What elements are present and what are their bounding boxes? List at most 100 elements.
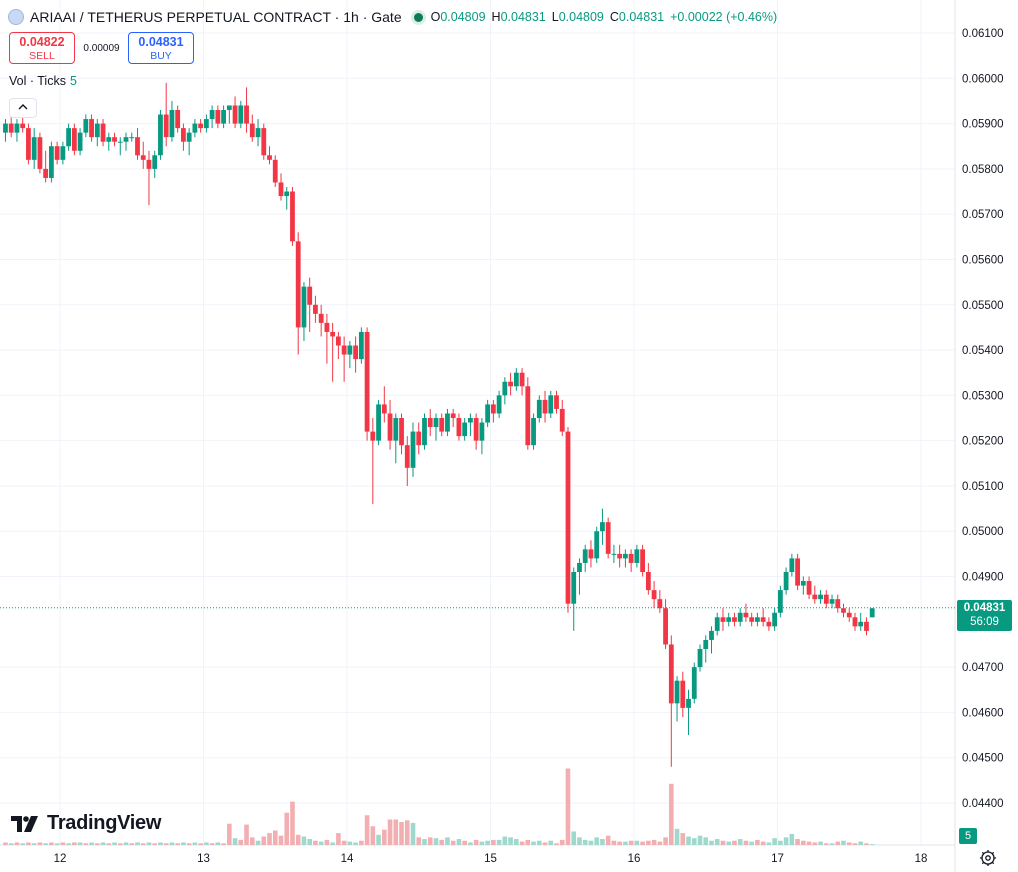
volume-bar <box>628 840 634 845</box>
volume-bar <box>565 768 571 845</box>
candle-body <box>749 617 755 622</box>
volume-bar <box>559 839 565 845</box>
candle-body <box>146 159 152 169</box>
candle-body <box>14 123 20 133</box>
candle-body <box>112 137 117 142</box>
candle-body <box>468 418 473 423</box>
volume-bar <box>697 835 703 845</box>
volume-bar <box>519 841 525 845</box>
volume-bar <box>376 834 381 845</box>
candle-body <box>485 404 491 423</box>
candle-body <box>783 572 789 591</box>
candle-body <box>117 141 123 143</box>
volume-bar <box>686 836 691 845</box>
volume-bar <box>732 840 737 845</box>
candle-body <box>582 549 588 563</box>
candle-body <box>513 372 519 387</box>
candle-body <box>152 155 158 169</box>
volume-bar <box>261 836 267 845</box>
candle-body <box>789 558 795 572</box>
volume-bar <box>330 842 335 845</box>
volume-bar <box>468 842 473 845</box>
volume-bar <box>307 839 312 845</box>
candle-body <box>129 137 135 139</box>
candle-body <box>691 667 697 699</box>
candle-body <box>399 418 404 446</box>
candle-body <box>732 617 737 622</box>
candle-body <box>450 413 456 418</box>
y-tick-label: 0.06000 <box>962 73 1004 85</box>
y-tick-label: 0.04500 <box>962 753 1004 765</box>
candle-body <box>663 608 668 645</box>
volume-bar <box>743 840 749 845</box>
volume-bar <box>829 843 835 845</box>
volume-bar <box>117 843 123 845</box>
candle-body <box>255 128 261 138</box>
candle-body <box>3 123 8 133</box>
candle-body <box>221 110 226 124</box>
volume-bar <box>445 837 450 845</box>
gear-icon[interactable] <box>978 848 998 868</box>
candle-body <box>709 630 714 640</box>
candle-body <box>559 408 565 432</box>
volume-bar <box>651 839 657 845</box>
volume-bar <box>3 842 8 845</box>
tradingview-logo[interactable]: TradingView <box>11 812 161 835</box>
volume-bar <box>83 843 89 845</box>
chart-header: ARIAAI / TETHERUS PERPETUAL CONTRACT · 1… <box>8 6 777 28</box>
candle-body <box>26 128 31 160</box>
candle-body <box>605 522 611 554</box>
candle-body <box>812 594 818 600</box>
x-tick-label: 13 <box>197 853 210 865</box>
x-tick-label: 18 <box>915 853 928 865</box>
volume-bar <box>577 837 582 845</box>
volume-bar <box>129 843 135 845</box>
candle-body <box>823 594 829 604</box>
candle-body <box>232 105 238 124</box>
volume-bar <box>714 839 720 845</box>
y-tick-label: 0.05900 <box>962 119 1004 131</box>
candle-body <box>674 680 680 704</box>
volume-legend[interactable]: Vol · Ticks 5 <box>9 74 77 88</box>
candle-body <box>54 146 60 160</box>
candle-body <box>496 395 502 414</box>
volume-bar <box>640 841 645 845</box>
candle-body <box>835 599 841 609</box>
candle-body <box>244 105 249 124</box>
candle-body <box>370 431 376 441</box>
buy-price: 0.04831 <box>138 35 184 49</box>
candle-body <box>209 110 215 120</box>
buy-button[interactable]: 0.04831 BUY <box>128 32 194 64</box>
candle-body <box>628 553 634 563</box>
volume-bar <box>347 841 353 845</box>
volume-bar <box>72 842 77 845</box>
sell-label: SELL <box>29 50 55 62</box>
volume-bar <box>313 840 318 845</box>
tradingview-logo-icon <box>11 815 38 832</box>
volume-bar <box>531 841 536 845</box>
candle-body <box>404 445 410 468</box>
x-tick-label: 16 <box>628 853 641 865</box>
candle-body <box>301 286 307 328</box>
candle-body <box>295 241 301 328</box>
collapse-legend-button[interactable] <box>9 98 37 118</box>
candle-body <box>445 413 450 432</box>
candle-body <box>198 123 204 129</box>
candle-body <box>743 612 749 618</box>
candle-body <box>462 422 468 437</box>
volume-bar <box>554 843 559 845</box>
candle-body <box>376 404 381 441</box>
volume-bar <box>221 843 226 845</box>
volume-bar <box>806 841 812 845</box>
candle-body <box>571 572 577 604</box>
volume-bar <box>864 843 869 845</box>
sell-price: 0.04822 <box>19 35 65 49</box>
symbol-title[interactable]: ARIAAI / TETHERUS PERPETUAL CONTRACT · 1… <box>30 9 402 25</box>
sell-button[interactable]: 0.04822 SELL <box>9 32 75 64</box>
volume-bar <box>404 820 410 845</box>
candle-body <box>135 137 140 156</box>
volume-legend-value: 5 <box>69 74 77 88</box>
candle-body <box>864 621 869 631</box>
volume-bar <box>795 839 800 845</box>
